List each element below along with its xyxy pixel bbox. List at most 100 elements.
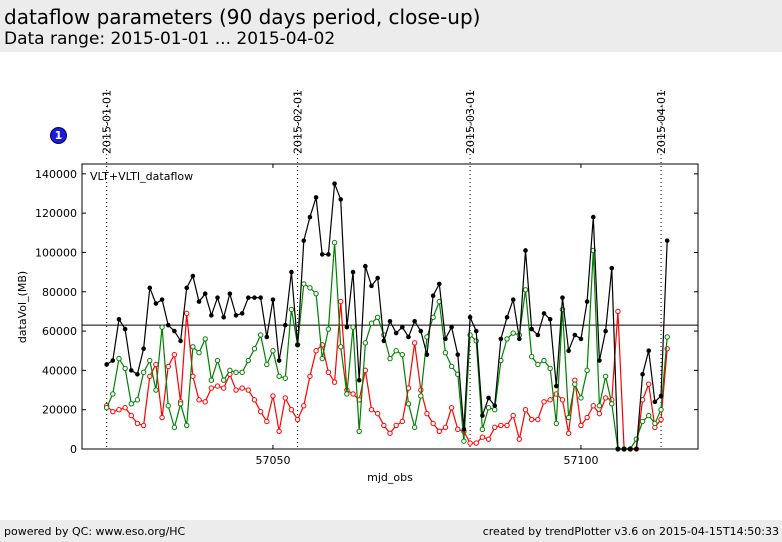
data-point <box>399 418 406 425</box>
data-point <box>467 315 473 320</box>
data-point <box>535 416 541 423</box>
data-point <box>116 316 122 322</box>
data-point <box>387 355 393 362</box>
data-point <box>227 291 233 297</box>
data-point <box>270 393 276 399</box>
x-tick-label: 57050 <box>255 454 290 467</box>
data-point <box>430 420 436 427</box>
data-point <box>492 424 498 431</box>
data-point <box>406 334 411 340</box>
data-point <box>634 446 639 452</box>
data-point <box>325 326 332 332</box>
data-point <box>171 424 178 431</box>
data-point <box>282 322 288 328</box>
data-point <box>202 399 208 405</box>
date-marker-label: 2015-02-01 <box>292 90 305 154</box>
data-point <box>301 281 307 287</box>
data-point <box>246 295 251 300</box>
data-point <box>480 413 485 418</box>
footer-bar: powered by QC: www.eso.org/HC created by… <box>0 520 782 542</box>
data-range-subtitle: Data range: 2015-01-01 ... 2015-04-02 <box>4 29 336 49</box>
data-point <box>147 373 153 379</box>
data-point <box>492 406 498 413</box>
data-point <box>165 403 171 409</box>
data-point <box>461 438 467 444</box>
data-point <box>405 401 412 407</box>
data-point <box>344 391 350 397</box>
data-point <box>338 298 344 305</box>
data-point <box>510 297 516 302</box>
data-point <box>584 299 590 304</box>
data-point <box>196 349 202 356</box>
data-point <box>178 338 183 344</box>
data-point <box>153 301 159 306</box>
data-point <box>270 297 276 302</box>
data-point <box>332 181 337 186</box>
data-point <box>374 410 381 417</box>
data-point <box>325 369 332 376</box>
data-point <box>590 403 596 409</box>
plot-number-badge[interactable]: 1 <box>50 127 67 144</box>
data-point <box>141 346 146 352</box>
data-point <box>184 310 190 317</box>
y-tick-label: 100000 <box>35 246 77 259</box>
data-point <box>295 342 300 348</box>
data-point <box>319 355 325 362</box>
data-point <box>331 239 338 246</box>
data-point <box>547 316 553 322</box>
data-point <box>122 405 128 411</box>
x-tick-label: 57100 <box>563 454 598 467</box>
data-point <box>110 408 116 415</box>
data-point <box>584 367 590 374</box>
data-point <box>566 348 571 354</box>
data-point <box>473 328 479 334</box>
data-point <box>418 393 424 399</box>
data-point <box>652 399 658 405</box>
y-tick-label: 120000 <box>35 207 77 220</box>
data-point <box>221 315 226 320</box>
data-point <box>208 377 215 383</box>
data-point <box>559 397 566 403</box>
data-point <box>190 273 196 279</box>
data-point <box>282 395 288 401</box>
data-point <box>522 406 529 413</box>
data-point <box>658 406 664 413</box>
data-point <box>547 397 553 403</box>
x-axis-label: mjd_obs <box>367 471 413 484</box>
footer-powered-by[interactable]: powered by QC: www.eso.org/HC <box>4 525 186 538</box>
data-point <box>350 324 356 330</box>
data-point <box>153 361 159 368</box>
data-point <box>368 320 375 326</box>
data-point <box>331 379 338 385</box>
data-point <box>116 406 122 413</box>
data-point <box>208 385 215 391</box>
data-point <box>227 367 233 374</box>
data-point <box>220 377 227 383</box>
data-point <box>128 412 134 419</box>
data-point <box>584 414 590 421</box>
data-point <box>381 422 387 429</box>
data-point <box>424 352 430 357</box>
data-point <box>664 238 670 243</box>
data-point <box>393 348 399 354</box>
data-point <box>393 330 399 336</box>
plot-frame <box>81 163 699 450</box>
data-point <box>307 285 313 291</box>
data-point <box>627 446 633 452</box>
data-point <box>172 328 177 334</box>
header-bar: dataflow parameters (90 days period, clo… <box>0 0 782 52</box>
data-point <box>196 397 202 403</box>
data-point <box>344 324 350 330</box>
data-point <box>289 269 294 275</box>
data-point <box>190 344 196 350</box>
data-point <box>270 348 276 354</box>
data-point <box>294 416 301 423</box>
y-tick-label: 40000 <box>42 364 77 377</box>
data-point <box>554 383 559 389</box>
data-point <box>609 265 615 271</box>
data-point <box>147 357 153 364</box>
data-point <box>590 214 596 220</box>
data-point <box>436 281 442 287</box>
data-point <box>510 412 516 419</box>
data-point <box>596 403 603 409</box>
